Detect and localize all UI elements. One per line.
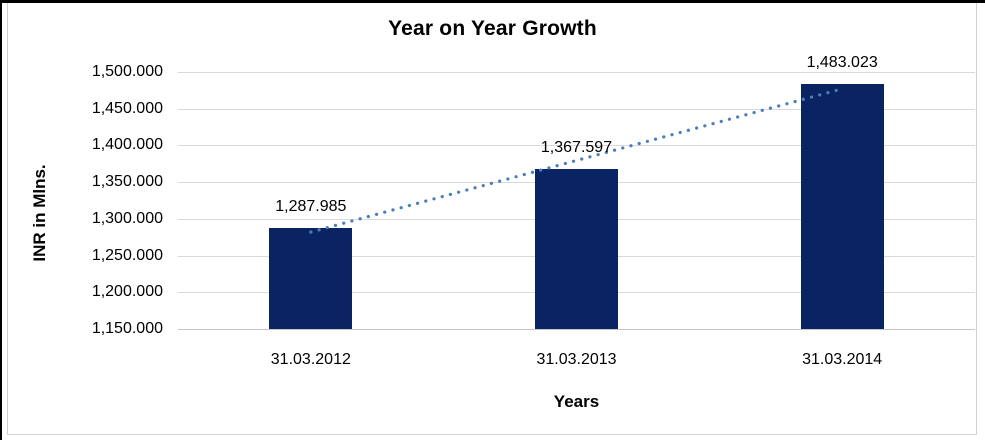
top-border-line (0, 0, 985, 3)
bar-data-label: 1,483.023 (806, 54, 878, 72)
x-tick-label: 31.03.2012 (270, 351, 351, 368)
gridline (178, 72, 975, 73)
y-tick-label: 1,450.000 (91, 99, 163, 117)
x-axis-line (178, 329, 975, 330)
bar-data-label: 1,367.597 (540, 139, 613, 157)
trendline (309, 87, 844, 234)
y-tick-label: 1,250.000 (91, 246, 163, 264)
gridline (178, 108, 975, 110)
y-tick-label: 1,350.000 (91, 173, 163, 191)
trendline-svg (309, 87, 844, 234)
bar-31.03.2014 (800, 84, 884, 329)
y-tick-label: 1,300.000 (91, 209, 163, 227)
gridline (178, 145, 975, 147)
plot-area: 1,287.985 1,367.597 1,483.023 (178, 54, 975, 330)
left-border-line (0, 0, 2, 440)
x-tick-label: 31.03.2013 (536, 351, 617, 368)
chart-title: Year on Year Growth (388, 17, 597, 40)
y-tick-label: 1,200.000 (91, 283, 163, 301)
bar-31.03.2012 (269, 227, 353, 329)
y-tick-label: 1,150.000 (91, 320, 163, 337)
bar-31.03.2013 (535, 169, 618, 329)
y-tick-label: 1,400.000 (91, 136, 163, 154)
y-tick-label: 1,500.000 (91, 63, 163, 80)
x-tick-label: 31.03.2014 (802, 351, 883, 368)
x-axis-title: Years (553, 392, 600, 411)
bar-data-label: 1,287.985 (275, 197, 347, 215)
